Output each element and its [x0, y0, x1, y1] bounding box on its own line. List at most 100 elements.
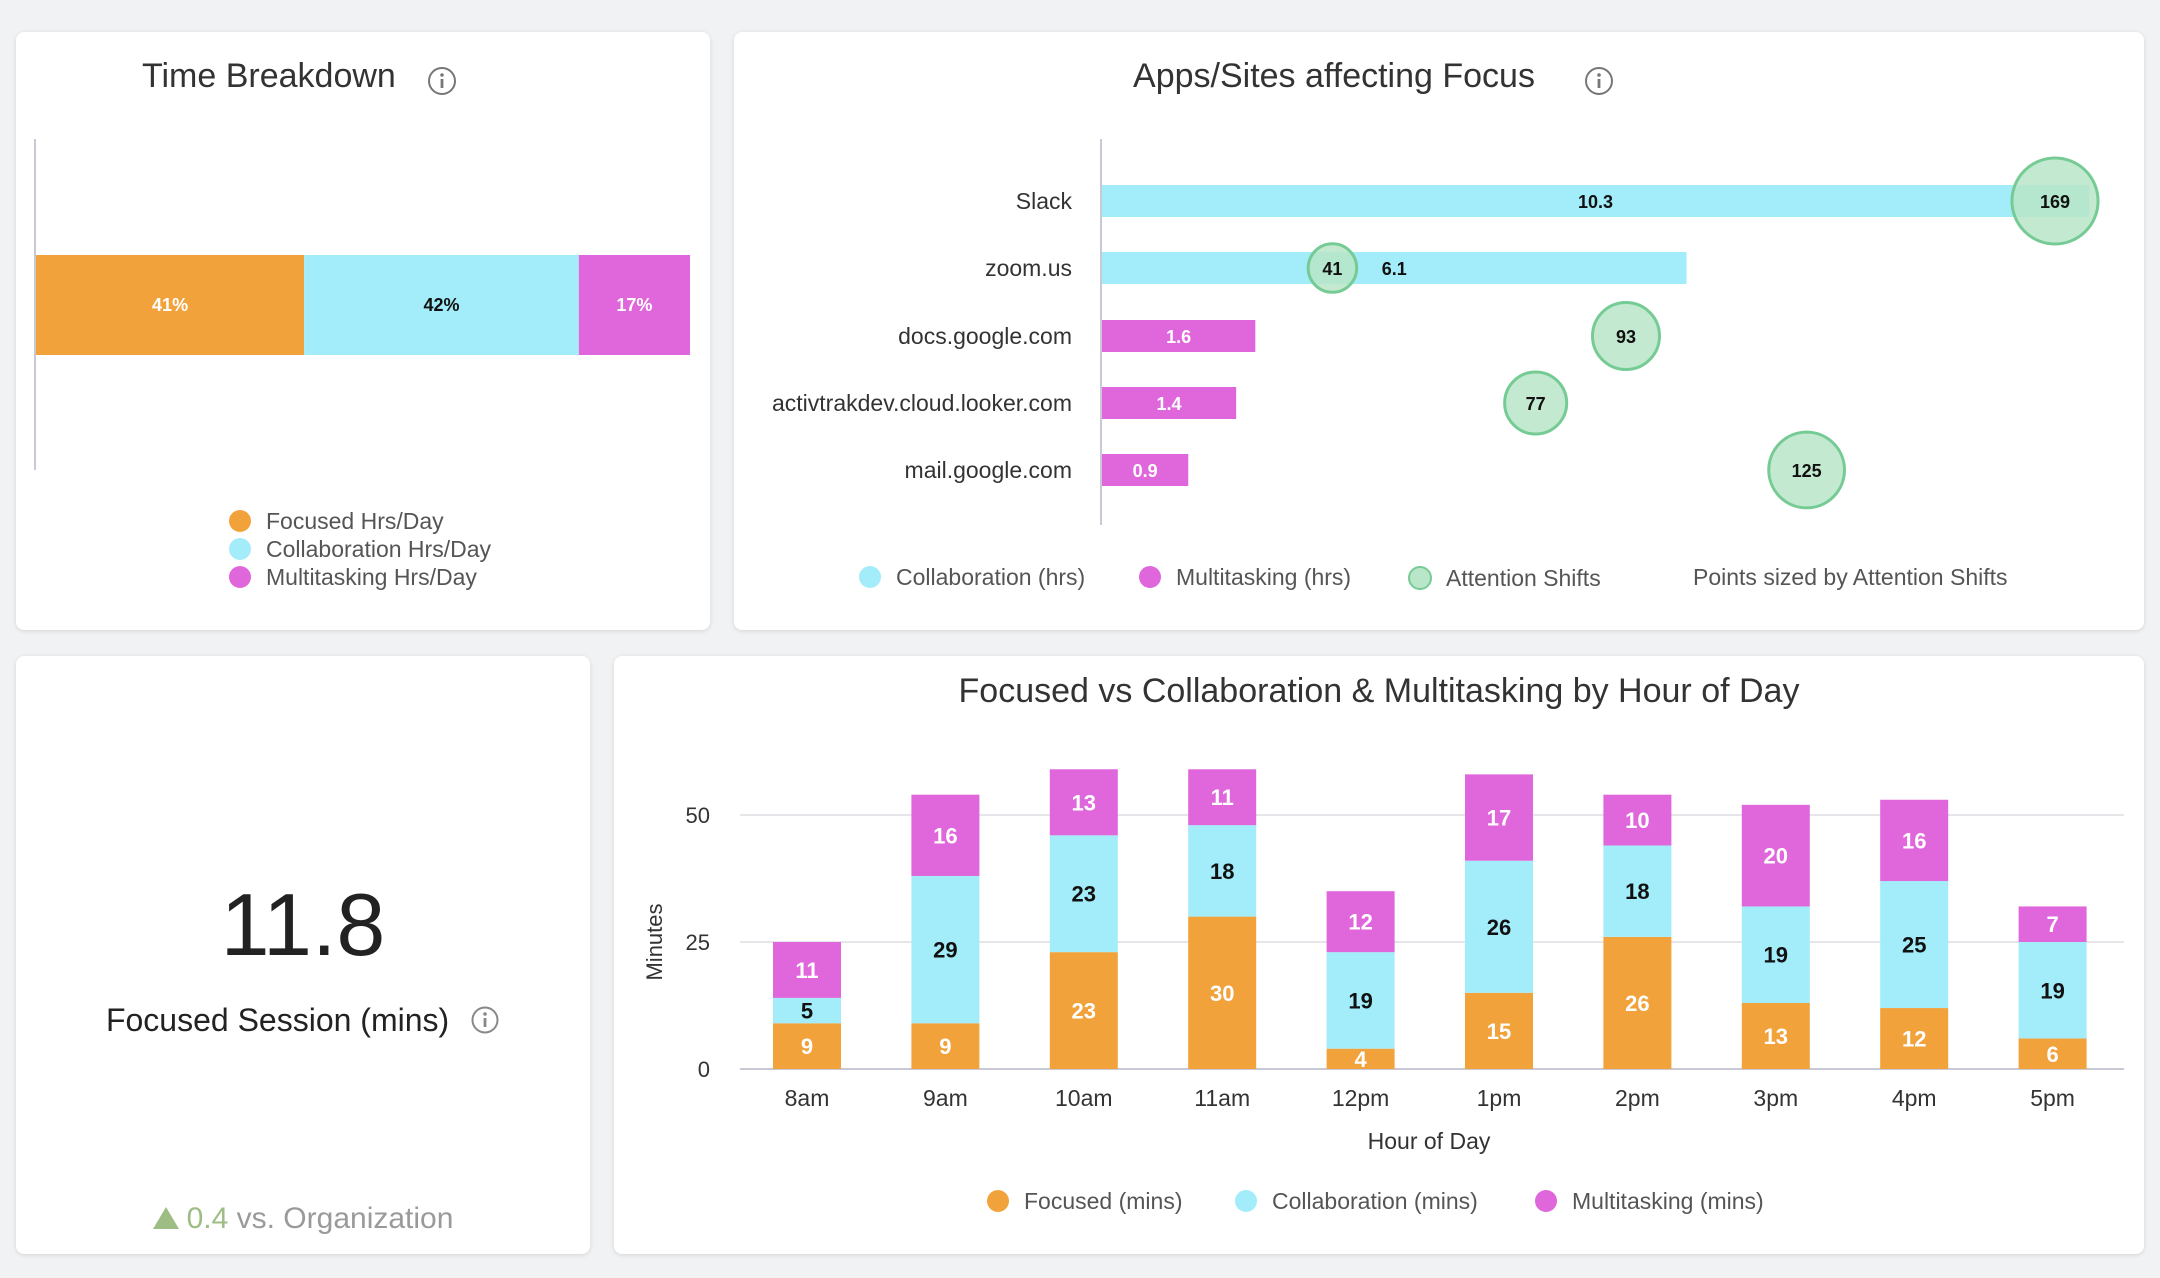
chart-title: Apps/Sites affecting Focus: [1133, 57, 1535, 95]
attention-bubble[interactable]: [2010, 156, 2100, 246]
legend-item[interactable]: Collaboration (mins): [1235, 1188, 1478, 1214]
bar-segment[interactable]: [773, 1023, 841, 1069]
x-tick-label: 8am: [785, 1085, 830, 1111]
data-label: 9: [939, 1034, 951, 1059]
comparison-value: 0.4: [186, 1202, 229, 1235]
bubble-label: 125: [1792, 461, 1822, 481]
legend-label: Collaboration (hrs): [896, 564, 1085, 590]
y-tick-label: 50: [686, 803, 710, 828]
data-label: 26: [1487, 915, 1511, 940]
attention-bubble[interactable]: [1503, 370, 1569, 436]
bar-segment[interactable]: [773, 942, 841, 998]
legend-label: Collaboration (mins): [1272, 1188, 1478, 1214]
bar-segment[interactable]: [1188, 825, 1257, 917]
data-label: 26: [1625, 991, 1649, 1016]
bar-segment[interactable]: [773, 997, 841, 1024]
category-label: Slack: [1016, 188, 1073, 214]
attention-bubble[interactable]: [1767, 430, 1846, 510]
bar-segment[interactable]: [1880, 881, 1949, 1009]
bar-segment[interactable]: [1741, 1002, 1810, 1069]
data-label: 20: [1764, 844, 1788, 869]
attention-bubble[interactable]: [1306, 242, 1359, 294]
bar-segment[interactable]: [1326, 952, 1395, 1049]
bar-segment[interactable]: [1188, 769, 1257, 826]
legend-item[interactable]: Multitasking Hrs/Day: [229, 564, 477, 590]
legend-label: Collaboration Hrs/Day: [266, 536, 491, 562]
info-icon[interactable]: [428, 67, 456, 95]
bar-segment[interactable]: [911, 1023, 980, 1069]
data-label: 18: [1210, 859, 1234, 884]
app-bar[interactable]: [1102, 185, 2089, 217]
data-label: 12: [1348, 910, 1372, 935]
bar-segment[interactable]: [1049, 952, 1118, 1069]
bar-segment[interactable]: [911, 875, 980, 1024]
x-tick-label: 4pm: [1892, 1085, 1937, 1111]
bar-segment[interactable]: [36, 255, 305, 355]
bar-segment[interactable]: [1465, 992, 1533, 1069]
legend-item[interactable]: Collaboration Hrs/Day: [229, 536, 491, 562]
legend-label: Focused Hrs/Day: [266, 508, 444, 534]
bar-segment[interactable]: [1880, 799, 1949, 882]
x-tick-label: 1pm: [1477, 1085, 1522, 1111]
x-tick-label: 11am: [1194, 1085, 1250, 1111]
info-icon[interactable]: [1585, 67, 1613, 95]
attention-bubble[interactable]: [1590, 301, 1661, 371]
legend-item[interactable]: Attention Shifts: [1408, 565, 1601, 591]
data-label: 29: [933, 938, 957, 963]
app-bar[interactable]: [1102, 252, 1687, 284]
bar-segment[interactable]: [1465, 860, 1533, 993]
bar-segment[interactable]: [1465, 774, 1533, 861]
bar-segment[interactable]: [1741, 906, 1810, 1003]
data-label: 6: [2046, 1042, 2058, 1067]
x-axis-label: Hour of Day: [1368, 1128, 1491, 1154]
bar-segment[interactable]: [1603, 794, 1672, 846]
bubble-label: 93: [1616, 327, 1636, 347]
data-label: 10.3: [1578, 192, 1613, 212]
bar-segment[interactable]: [1049, 835, 1118, 953]
bar-segment[interactable]: [2018, 942, 2087, 1039]
data-label: 19: [1348, 988, 1372, 1013]
app-bar[interactable]: [1102, 320, 1256, 352]
data-label: 25: [1902, 933, 1926, 958]
data-label: 18: [1625, 879, 1649, 904]
category-label: activtrakdev.cloud.looker.com: [772, 390, 1072, 416]
data-label: 13: [1764, 1024, 1788, 1049]
x-tick-label: 10am: [1055, 1085, 1113, 1111]
bar-segment[interactable]: [2018, 906, 2087, 942]
bar-segment[interactable]: [1880, 1008, 1949, 1069]
bar-segment[interactable]: [911, 794, 980, 876]
legend-item[interactable]: Focused Hrs/Day: [229, 508, 444, 534]
bubble-label: 77: [1526, 394, 1546, 414]
bar-segment[interactable]: [2018, 1038, 2087, 1069]
bar-segment[interactable]: [1049, 769, 1118, 836]
bar-segment[interactable]: [1603, 936, 1672, 1069]
apps-sites-chart: Apps/Sites affecting Focus Slack 10.3 169 zo…: [772, 57, 2100, 591]
legend-item[interactable]: Multitasking (mins): [1535, 1188, 1764, 1214]
data-label: 7: [2046, 912, 2058, 937]
legend-item[interactable]: Focused (mins): [987, 1188, 1182, 1214]
bar-segment[interactable]: [1326, 1048, 1395, 1069]
data-label: 6.1: [1382, 259, 1407, 279]
app-bar[interactable]: [1102, 454, 1189, 486]
data-label: 1.6: [1166, 327, 1191, 347]
category-label: mail.google.com: [905, 457, 1072, 483]
x-tick-label: 12pm: [1332, 1085, 1390, 1111]
app-bar[interactable]: [1102, 387, 1237, 419]
bar-segment[interactable]: [578, 255, 690, 355]
data-label: 13: [1072, 790, 1096, 815]
focused-session-label: Focused Session (mins): [105, 1002, 450, 1038]
data-label: 42%: [423, 295, 459, 315]
info-icon[interactable]: [470, 1005, 500, 1035]
category-label: zoom.us: [985, 255, 1072, 281]
bar-segment[interactable]: [1188, 916, 1257, 1069]
legend-label: Focused (mins): [1024, 1188, 1182, 1214]
legend-item[interactable]: Collaboration (hrs): [859, 564, 1085, 590]
bar-segment[interactable]: [1603, 845, 1672, 937]
x-tick-label: 3pm: [1753, 1085, 1798, 1111]
data-label: 23: [1072, 999, 1096, 1024]
bar-segment[interactable]: [1741, 804, 1810, 907]
legend-item[interactable]: Multitasking (hrs): [1139, 564, 1351, 590]
bar-segment[interactable]: [1326, 891, 1395, 953]
bar-segment[interactable]: [304, 255, 579, 355]
y-tick-label: 0: [698, 1057, 710, 1082]
